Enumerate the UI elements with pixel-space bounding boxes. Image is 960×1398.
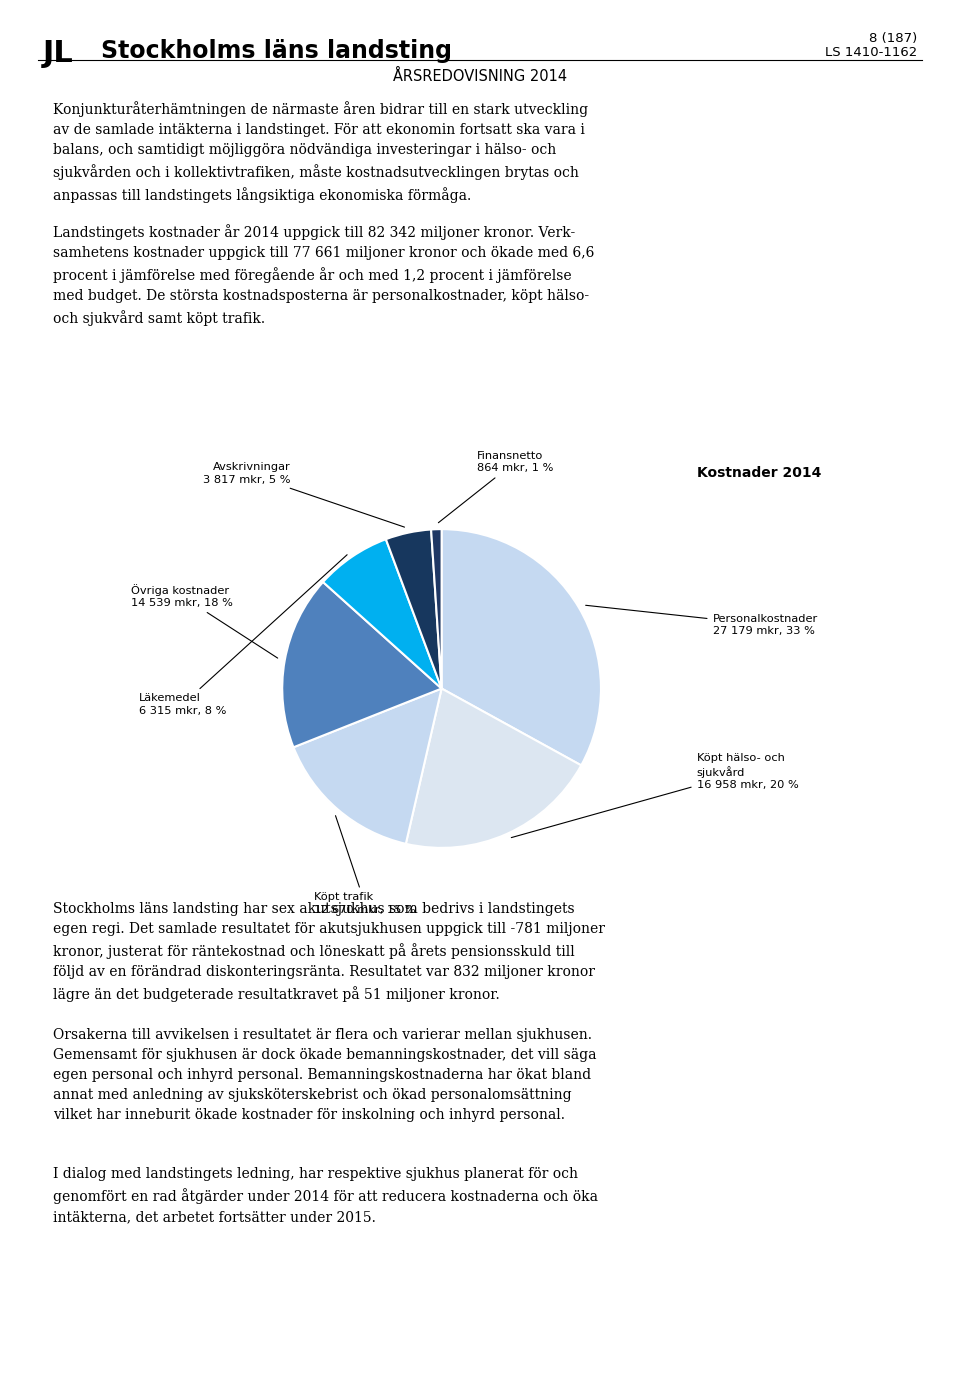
Text: Personalkostnader
27 179 mkr, 33 %: Personalkostnader 27 179 mkr, 33 % bbox=[586, 605, 818, 636]
Wedge shape bbox=[294, 689, 442, 844]
Wedge shape bbox=[386, 530, 442, 689]
Text: Övriga kostnader
14 539 mkr, 18 %: Övriga kostnader 14 539 mkr, 18 % bbox=[131, 584, 277, 658]
Text: 8 (187): 8 (187) bbox=[869, 32, 917, 45]
Text: I dialog med landstingets ledning, har respektive sjukhus planerat för och
genom: I dialog med landstingets ledning, har r… bbox=[53, 1167, 598, 1225]
Text: Läkemedel
6 315 mkr, 8 %: Läkemedel 6 315 mkr, 8 % bbox=[139, 555, 348, 716]
Text: Köpt hälso- och
sjukvård
16 958 mkr, 20 %: Köpt hälso- och sjukvård 16 958 mkr, 20 … bbox=[512, 752, 799, 837]
Text: Stockholms läns landsting har sex akutsjukhus som bedrivs i landstingets
egen re: Stockholms läns landsting har sex akutsj… bbox=[53, 902, 605, 1002]
Wedge shape bbox=[431, 530, 442, 689]
Text: LS 1410-1162: LS 1410-1162 bbox=[825, 46, 917, 59]
Text: Finansnetto
864 mkr, 1 %: Finansnetto 864 mkr, 1 % bbox=[439, 452, 553, 523]
Text: ÅRSREDOVISNING 2014: ÅRSREDOVISNING 2014 bbox=[393, 69, 567, 84]
Text: Avskrivningar
3 817 mkr, 5 %: Avskrivningar 3 817 mkr, 5 % bbox=[203, 463, 404, 527]
Text: Orsakerna till avvikelsen i resultatet är flera och varierar mellan sjukhusen.
G: Orsakerna till avvikelsen i resultatet ä… bbox=[53, 1028, 596, 1121]
Text: Köpt trafik
12 670 mkr, 15 %: Köpt trafik 12 670 mkr, 15 % bbox=[314, 815, 416, 914]
Text: Stockholms läns landsting: Stockholms läns landsting bbox=[101, 39, 452, 63]
Wedge shape bbox=[442, 530, 601, 765]
Text: Konjunkturåterhämtningen de närmaste åren bidrar till en stark utveckling
av de : Konjunkturåterhämtningen de närmaste åre… bbox=[53, 101, 588, 203]
Text: JL: JL bbox=[43, 39, 74, 69]
Text: Kostnader 2014: Kostnader 2014 bbox=[697, 467, 821, 481]
Wedge shape bbox=[282, 582, 442, 748]
Wedge shape bbox=[323, 540, 442, 689]
Wedge shape bbox=[406, 689, 581, 847]
Text: Landstingets kostnader år 2014 uppgick till 82 342 miljoner kronor. Verk-
samhet: Landstingets kostnader år 2014 uppgick t… bbox=[53, 224, 594, 326]
